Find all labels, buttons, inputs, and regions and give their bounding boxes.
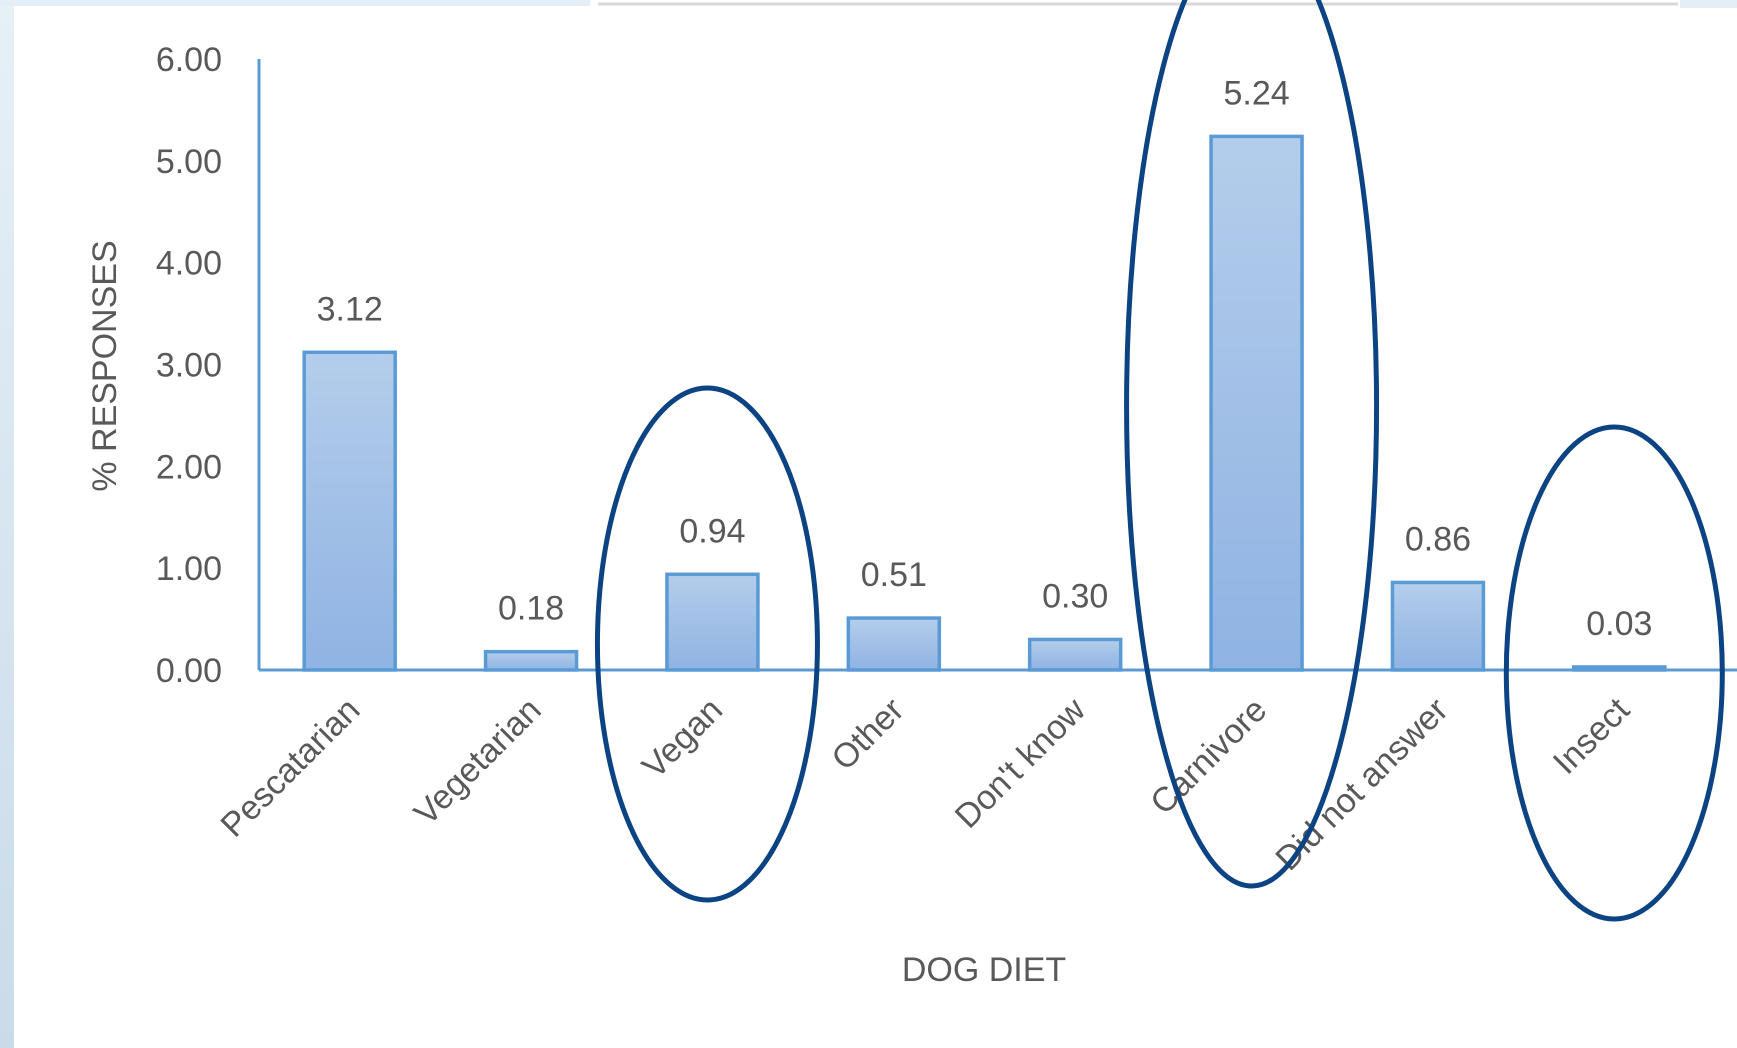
bar-carnivore	[1209, 134, 1304, 672]
y-tick-label: 4.00	[156, 245, 222, 283]
data-label-vegetarian: 0.18	[498, 590, 564, 628]
y-tick-label: 2.00	[156, 448, 222, 486]
highlight-ellipses-group	[594, 0, 1725, 922]
category-label-vegetarian: Vegetarian	[407, 691, 549, 833]
highlight-ellipse-vegan	[594, 385, 820, 903]
top-frame-strip-left	[0, 0, 590, 6]
category-label-carnivore: Carnivore	[1143, 691, 1274, 822]
highlight-ellipse-carnivore	[1124, 0, 1380, 889]
data-label-vegan: 0.94	[679, 512, 745, 550]
data-label-carnivore: 5.24	[1223, 74, 1289, 112]
bar-other	[846, 616, 942, 672]
y-tick-label: 6.00	[156, 41, 222, 79]
data-label-pescatarian: 3.12	[317, 290, 383, 328]
y-tick-label: 3.00	[156, 347, 222, 385]
category-label-vegan: Vegan	[635, 691, 730, 786]
axes-group	[257, 59, 1737, 672]
category-label-other: Other	[824, 691, 911, 778]
data-label-did-not-answer: 0.86	[1405, 520, 1471, 558]
y-tick-label: 0.00	[156, 652, 222, 690]
left-frame-strip	[0, 0, 14, 1048]
bar-vegetarian	[483, 649, 579, 672]
y-tick-label: 5.00	[156, 143, 222, 181]
bar-vegan	[665, 572, 760, 672]
x-axis-title: DOG DIET	[902, 951, 1066, 989]
highlight-ellipse-insect	[1503, 424, 1725, 922]
category-label-pescatarian: Pescatarian	[214, 691, 368, 845]
top-frame-strip-right	[1680, 0, 1737, 8]
category-labels-group: Pescatarian Vegetarian Vegan Other Don't kno…	[214, 690, 1638, 878]
data-labels-group: 3.12 0.18 0.94 0.51 0.30 5.24 0.86 0.03	[317, 74, 1653, 643]
bar-did-not-answer	[1390, 580, 1486, 672]
data-label-other: 0.51	[861, 556, 927, 594]
y-tick-label: 1.00	[156, 550, 222, 588]
bar-don-t-know	[1027, 637, 1123, 672]
category-label-don-t-know: Don't know	[948, 690, 1093, 835]
category-label-insect: Insect	[1546, 690, 1637, 781]
data-label-insect: 0.03	[1586, 605, 1652, 643]
y-axis-title: % RESPONSES	[86, 240, 124, 491]
y-axis-tick-labels: 0.00 1.00 2.00 3.00 4.00 5.00 6.00	[156, 41, 222, 690]
data-label-don-t-know: 0.30	[1042, 577, 1108, 615]
bar-pescatarian	[302, 350, 397, 672]
